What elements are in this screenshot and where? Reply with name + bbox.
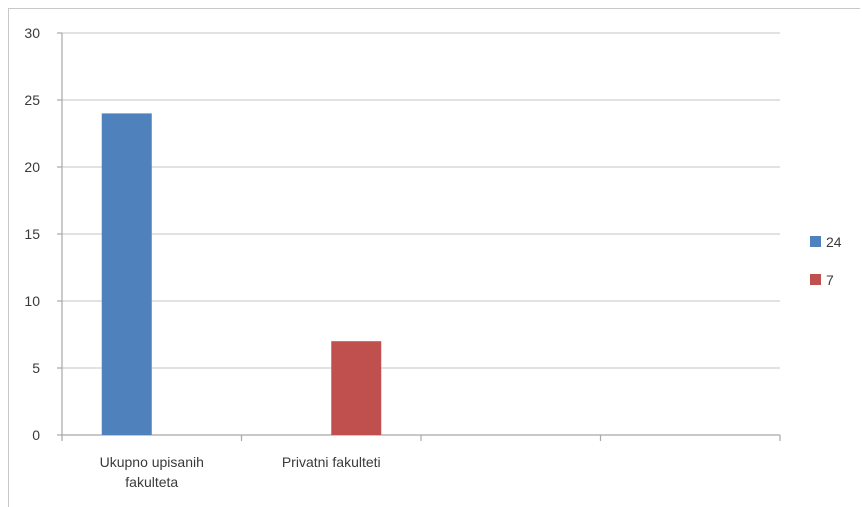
x-category-label-1: Privatni fakulteti [282, 454, 381, 470]
bar-7-1 [331, 341, 382, 435]
y-tick-label-0: 0 [32, 427, 40, 443]
y-tick-label-5: 5 [32, 360, 40, 376]
y-tick-label-20: 20 [24, 159, 40, 175]
x-category-label-0-line-1: fakulteta [125, 474, 178, 490]
y-tick-label-30: 30 [24, 25, 40, 41]
bar-24-0 [101, 113, 152, 436]
legend-swatch-24 [810, 236, 821, 247]
x-category-label-0-line-0: Ukupno upisanih [100, 454, 204, 470]
y-tick-label-10: 10 [24, 293, 40, 309]
legend-label-7: 7 [826, 272, 834, 288]
y-tick-label-15: 15 [24, 226, 40, 242]
legend-label-24: 24 [826, 234, 842, 250]
y-tick-label-25: 25 [24, 92, 40, 108]
legend-swatch-7 [810, 274, 821, 285]
